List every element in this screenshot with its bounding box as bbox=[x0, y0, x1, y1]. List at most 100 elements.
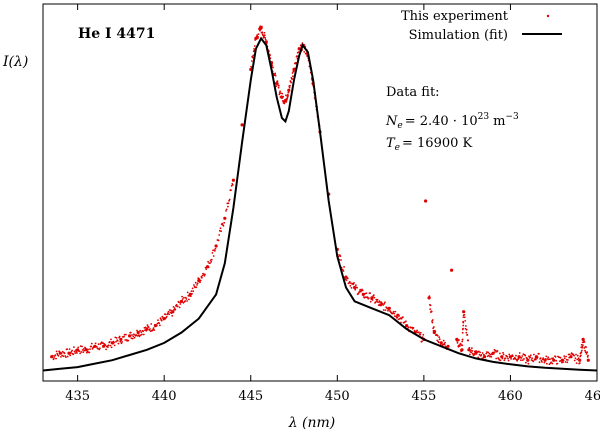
experiment-point bbox=[188, 298, 190, 301]
experiment-point bbox=[534, 358, 537, 361]
experiment-point bbox=[220, 230, 223, 233]
experiment-point bbox=[119, 337, 123, 341]
experiment-point bbox=[263, 31, 266, 34]
experiment-point bbox=[196, 284, 198, 286]
plot-frame bbox=[42, 3, 598, 382]
experiment-point bbox=[223, 221, 226, 224]
annotation-heading: Data fit: bbox=[386, 85, 440, 100]
experiment-point bbox=[354, 288, 357, 291]
experiment-point bbox=[466, 334, 469, 336]
experiment-point bbox=[218, 234, 221, 236]
experiment-point bbox=[521, 355, 524, 357]
experiment-point bbox=[361, 289, 364, 292]
experiment-point bbox=[471, 347, 473, 349]
x-tick-label: 450 bbox=[325, 389, 350, 404]
experiment-point bbox=[73, 346, 75, 348]
experiment-point bbox=[563, 357, 566, 360]
experiment-point bbox=[485, 352, 488, 355]
experiment-point bbox=[461, 344, 464, 347]
experiment-point bbox=[418, 331, 420, 334]
simulation-series-line bbox=[42, 36, 598, 372]
experiment-point bbox=[123, 335, 125, 338]
experiment-point bbox=[225, 208, 228, 211]
experiment-point bbox=[125, 333, 127, 336]
experiment-point bbox=[107, 344, 110, 347]
experiment-point bbox=[551, 362, 554, 365]
experiment-point bbox=[573, 354, 575, 357]
experiment-point bbox=[110, 338, 112, 341]
experiment-point bbox=[287, 91, 290, 94]
experiment-point bbox=[574, 357, 577, 360]
experiment-point bbox=[71, 349, 73, 352]
experiment-point bbox=[536, 356, 539, 358]
experiment-point bbox=[506, 355, 509, 358]
experiment-point bbox=[254, 39, 257, 41]
experiment-point bbox=[576, 354, 579, 357]
experiment-point bbox=[376, 298, 379, 301]
experiment-point bbox=[520, 359, 522, 362]
experiment-point bbox=[164, 313, 167, 316]
experiment-point bbox=[526, 358, 530, 362]
experiment-point bbox=[158, 322, 161, 325]
experiment-point bbox=[152, 327, 155, 329]
experiment-point bbox=[369, 292, 371, 295]
experiment-point bbox=[529, 356, 532, 359]
experiment-point bbox=[131, 337, 134, 340]
fit-annotation: Data fit: Ne = 2.40 · 1023 m−3 Te = 16900 K bbox=[385, 85, 519, 153]
experiment-point bbox=[227, 202, 230, 205]
experiment-point bbox=[384, 301, 386, 304]
experiment-point bbox=[194, 281, 197, 284]
experiment-point bbox=[127, 339, 130, 342]
experiment-point bbox=[124, 339, 127, 341]
experiment-point bbox=[471, 352, 474, 355]
experiment-point bbox=[74, 352, 77, 354]
experiment-point bbox=[261, 25, 263, 28]
experiment-point bbox=[382, 309, 385, 311]
experiment-point bbox=[461, 338, 464, 341]
experiment-point bbox=[517, 357, 520, 360]
experiment-point bbox=[514, 357, 517, 360]
experiment-point bbox=[462, 321, 465, 324]
experiment-point bbox=[482, 357, 485, 359]
experiment-point bbox=[224, 217, 227, 220]
experiment-point bbox=[586, 358, 590, 362]
experiment-point bbox=[207, 266, 210, 269]
x-tick-label: 460 bbox=[498, 389, 523, 404]
experiment-point bbox=[500, 355, 503, 358]
experiment-point bbox=[250, 65, 253, 68]
experiment-point bbox=[84, 347, 87, 350]
experiment-point bbox=[118, 335, 121, 338]
experiment-point bbox=[144, 326, 147, 329]
experiment-point bbox=[527, 362, 530, 365]
experiment-point bbox=[53, 357, 55, 359]
experiment-point bbox=[199, 279, 202, 282]
experiment-point bbox=[467, 339, 469, 342]
experiment-point bbox=[276, 80, 279, 82]
experiment-point bbox=[542, 358, 545, 361]
experiment-point bbox=[559, 356, 562, 359]
experiment-point bbox=[222, 224, 225, 227]
experiment-point bbox=[175, 303, 178, 306]
experiment-point bbox=[470, 351, 473, 354]
experiment-point bbox=[219, 227, 222, 230]
experiment-point bbox=[502, 351, 504, 354]
experiment-point bbox=[123, 333, 126, 336]
experiment-point bbox=[201, 276, 203, 279]
experiment-series bbox=[50, 25, 590, 366]
experiment-point bbox=[541, 361, 543, 363]
experiment-point bbox=[136, 329, 138, 332]
experiment-point bbox=[159, 324, 161, 327]
experiment-point bbox=[565, 355, 567, 358]
experiment-point bbox=[90, 342, 93, 345]
experiment-point bbox=[129, 331, 132, 334]
experiment-point bbox=[339, 255, 342, 257]
experiment-point bbox=[544, 358, 547, 360]
experiment-point bbox=[520, 357, 523, 359]
experiment-point bbox=[199, 281, 201, 284]
experiment-point bbox=[465, 325, 467, 327]
experiment-point bbox=[392, 310, 395, 313]
experiment-point bbox=[170, 312, 173, 315]
experiment-point bbox=[240, 123, 244, 127]
experiment-point bbox=[478, 350, 480, 353]
experiment-point bbox=[373, 296, 376, 299]
